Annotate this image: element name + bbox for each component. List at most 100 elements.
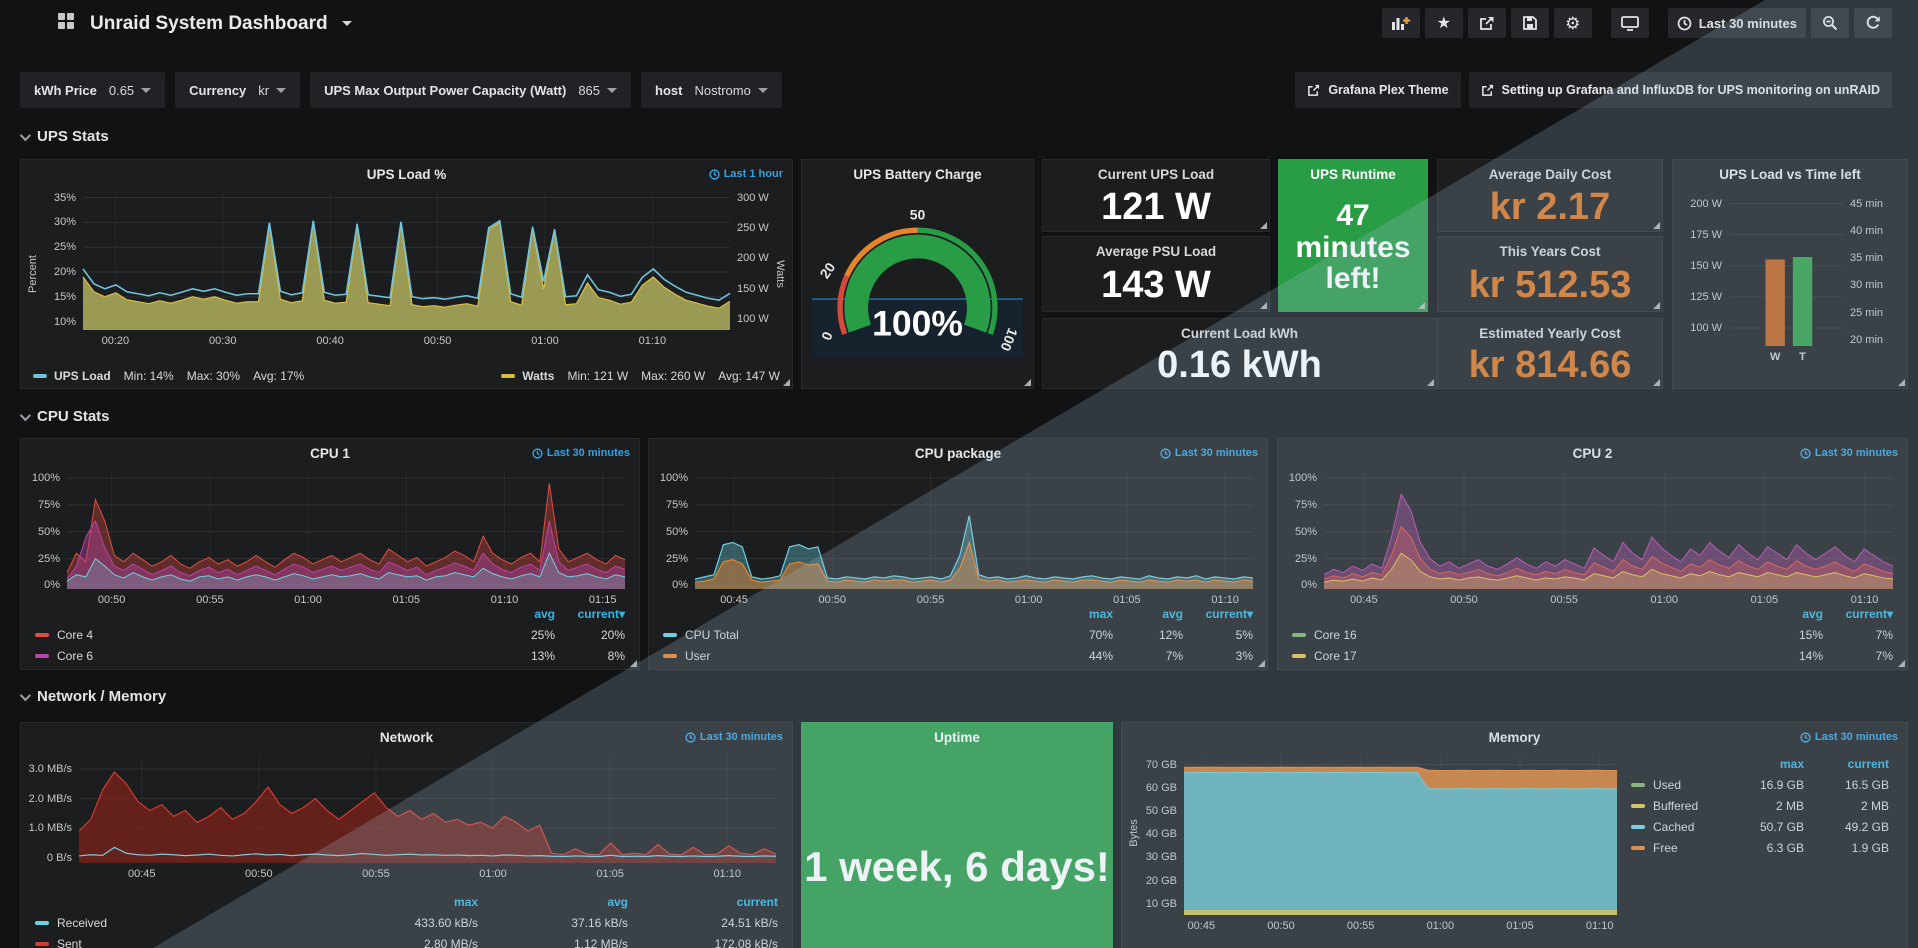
stat-title[interactable]: Current UPS Load — [1097, 167, 1215, 182]
axis-tick: 20 min — [1850, 334, 1884, 346]
stat-title[interactable]: Uptime — [934, 730, 980, 745]
axis-tick: 25% — [53, 241, 76, 254]
resize-handle[interactable] — [1653, 222, 1660, 229]
resize-handle[interactable] — [1653, 302, 1660, 309]
resize-handle[interactable] — [1260, 302, 1267, 309]
legend-column-header[interactable]: max — [453, 895, 478, 909]
resize-handle[interactable] — [1260, 222, 1267, 229]
stat-value: 47 minutes left! — [1295, 199, 1411, 296]
panel-title[interactable]: UPS Load vs Time left — [1719, 167, 1861, 182]
panel-title[interactable]: Memory — [1488, 730, 1541, 745]
legend-series-name[interactable]: Used — [1631, 778, 1719, 792]
legend-series-name[interactable]: Free — [1631, 841, 1719, 855]
refresh-button[interactable] — [1854, 8, 1892, 38]
panel-title[interactable]: CPU 2 — [1572, 446, 1613, 461]
settings-button[interactable]: ⚙ — [1553, 8, 1592, 38]
panel-current-load-kwh: Current Load kWh 0.16 kWh — [1042, 318, 1437, 389]
stat-title[interactable]: Current Load kWh — [1181, 326, 1298, 341]
legend-value: 16.9 GB — [1759, 778, 1804, 792]
resize-handle[interactable] — [1898, 379, 1905, 386]
panel-time-range[interactable]: Last 30 minutes — [1160, 447, 1258, 459]
legend-series-name[interactable]: Received — [35, 916, 328, 930]
panel-title[interactable]: UPS Load % — [366, 167, 447, 182]
panel-time-range[interactable]: Last 30 minutes — [1800, 731, 1898, 743]
legend-series-name[interactable]: User — [663, 649, 1043, 663]
memory-chart[interactable]: 70 GB 60 GB 50 GB 40 GB 30 GB 20 GB 10 GB 00:45… — [1146, 755, 1617, 932]
stat-title[interactable]: Estimated Yearly Cost — [1479, 326, 1621, 341]
legend-column-header[interactable]: current▾ — [577, 607, 625, 621]
resize-handle[interactable] — [783, 379, 790, 386]
cpu2-chart[interactable]: 100% 75% 50% 25% 0% 00:45 00:50 00:55 01:00 01:05… — [1289, 471, 1893, 606]
variable-value-dropdown[interactable]: Nostromo — [694, 83, 768, 98]
clock-icon — [685, 731, 696, 743]
axis-tick: 200 W — [1690, 197, 1722, 210]
add-panel-button[interactable] — [1381, 8, 1420, 38]
save-button[interactable] — [1510, 8, 1549, 38]
stat-value: kr 2.17 — [1489, 185, 1611, 228]
resize-handle[interactable] — [1653, 379, 1660, 386]
panel-time-range[interactable]: Last 30 minutes — [1800, 447, 1898, 459]
time-range-button[interactable]: Last 30 minutes — [1667, 8, 1806, 38]
resize-handle[interactable] — [1898, 660, 1905, 667]
legend-column-header[interactable]: current▾ — [1205, 607, 1253, 621]
axis-tick: T — [1799, 351, 1806, 363]
legend-series-name[interactable]: CPU Total — [663, 628, 1043, 642]
stat-title[interactable]: Average PSU Load — [1095, 244, 1217, 259]
link-grafana-influxdb-guide[interactable]: Setting up Grafana and InfluxDB for UPS … — [1468, 72, 1892, 108]
legend-series-name[interactable]: Sent — [35, 937, 328, 948]
section-cpu-stats[interactable]: CPU Stats — [19, 408, 110, 425]
cpu-package-chart[interactable]: 100% 75% 50% 25% 0% 00:45 00:50 00:55 01:00 01:05… — [660, 471, 1253, 606]
resize-handle[interactable] — [1258, 660, 1265, 667]
legend-column-header[interactable]: avg — [607, 895, 628, 909]
stat-title[interactable]: This Years Cost — [1499, 244, 1601, 259]
panel-title[interactable]: Network — [379, 730, 434, 745]
legend-column-header[interactable]: current — [1847, 757, 1889, 771]
variable-value-dropdown[interactable]: kr — [258, 83, 287, 98]
panel-title[interactable]: CPU 1 — [310, 446, 350, 461]
legend-item[interactable]: UPS Load Min: 14% Max: 30% Avg: 17% — [33, 369, 304, 383]
panel-time-range[interactable]: Last 1 hour — [709, 168, 783, 180]
panel-time-range[interactable]: Last 30 minutes — [685, 731, 783, 743]
panel-time-range[interactable]: Last 30 minutes — [532, 447, 630, 459]
legend-series-name[interactable]: Core 4 — [35, 628, 485, 642]
resize-handle[interactable] — [1418, 302, 1425, 309]
stat-title[interactable]: Average Daily Cost — [1488, 167, 1612, 182]
cpu1-chart[interactable]: 100% 75% 50% 25% 0% 00:50 00:55 01:00 01:05 01:10… — [32, 471, 625, 606]
legend-column-header[interactable]: avg — [1162, 607, 1183, 621]
legend-item[interactable]: Watts Min: 121 W Max: 260 W Avg: 147 W — [501, 369, 780, 383]
stat-value: kr 512.53 — [1468, 264, 1632, 307]
resize-handle[interactable] — [1024, 379, 1031, 386]
load-vs-time-chart[interactable]: 200 W 175 W 150 W 125 W 100 W 45 min 40 min 35 … — [1690, 196, 1883, 364]
link-grafana-plex-theme[interactable]: Grafana Plex Theme — [1295, 72, 1461, 108]
legend-column-header[interactable]: current▾ — [1845, 607, 1893, 621]
legend-column-header[interactable]: current — [736, 895, 778, 909]
variable-value-dropdown[interactable]: 865 — [578, 83, 618, 98]
legend-series-name[interactable]: Core 17 — [1292, 649, 1753, 663]
dashboard-title[interactable]: Unraid System Dashboard — [90, 12, 328, 34]
legend-series-name[interactable]: Cached — [1631, 820, 1719, 834]
star-button[interactable]: ★ — [1424, 8, 1463, 38]
share-button[interactable] — [1467, 8, 1506, 38]
legend-series-name[interactable]: Core 16 — [1292, 628, 1753, 642]
legend-column-header[interactable]: max — [1088, 607, 1113, 621]
panel-title[interactable]: UPS Battery Charge — [853, 167, 982, 182]
resize-handle[interactable] — [1427, 379, 1434, 386]
legend-column-header[interactable]: max — [1779, 757, 1804, 771]
dashboard-grid-icon[interactable] — [56, 11, 76, 36]
stat-title[interactable]: UPS Runtime — [1310, 167, 1396, 182]
section-ups-stats[interactable]: UPS Stats — [19, 128, 109, 145]
resize-handle[interactable] — [630, 660, 637, 667]
gauge-value-arc — [844, 234, 991, 333]
legend-series-name[interactable]: Buffered — [1631, 799, 1719, 813]
legend-column-header[interactable]: avg — [1802, 607, 1823, 621]
variable-value-dropdown[interactable]: 0.65 — [109, 83, 152, 98]
tv-mode-button[interactable] — [1610, 8, 1649, 38]
legend-series-name[interactable]: Core 6 — [35, 649, 485, 663]
section-network-memory[interactable]: Network / Memory — [19, 688, 166, 705]
legend-column-header[interactable]: avg — [534, 607, 555, 621]
zoom-out-button[interactable] — [1811, 8, 1849, 38]
network-chart[interactable]: 3.0 MB/s 2.0 MB/s 1.0 MB/s 0 B/s 00:45 00:50 0… — [29, 755, 776, 880]
title-caret-icon[interactable] — [341, 21, 352, 26]
ups-load-chart[interactable]: 35% 30% 25% 20% 15% 10% 300 W 250 W 200 W 150 W 10… — [54, 192, 769, 347]
panel-title[interactable]: CPU package — [914, 446, 1002, 461]
